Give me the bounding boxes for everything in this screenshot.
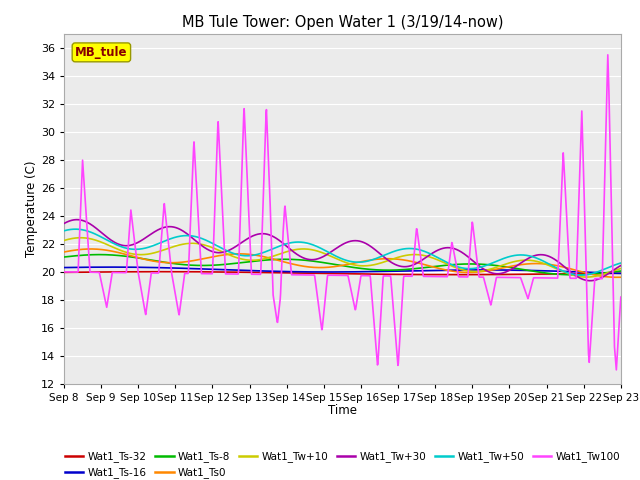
Wat1_Tw+30 — [318, 254, 326, 260]
Wat1_Tw100 — [617, 294, 625, 300]
Wat1_Tw+50 — [378, 253, 385, 259]
Wat1_Ts-32 — [318, 271, 326, 276]
Wat1_Ts-32 — [308, 270, 316, 276]
Wat1_Ts-8 — [308, 258, 316, 264]
Wat1_Tw+50 — [308, 242, 316, 248]
Wat1_Ts-16 — [60, 264, 68, 270]
Wat1_Tw100 — [604, 52, 612, 58]
Wat1_Ts0 — [308, 264, 316, 270]
Wat1_Ts-8 — [60, 254, 68, 260]
Line: Wat1_Ts0: Wat1_Ts0 — [64, 249, 621, 277]
Wat1_Ts-16 — [126, 264, 134, 270]
Y-axis label: Temperature (C): Temperature (C) — [25, 160, 38, 257]
Wat1_Ts-8 — [95, 252, 103, 257]
Wat1_Tw+10 — [582, 274, 590, 280]
Wat1_Tw+30 — [60, 221, 68, 227]
Line: Wat1_Ts-32: Wat1_Ts-32 — [64, 272, 621, 275]
Title: MB Tule Tower: Open Water 1 (3/19/14-now): MB Tule Tower: Open Water 1 (3/19/14-now… — [182, 15, 503, 30]
Line: Wat1_Tw+30: Wat1_Tw+30 — [64, 220, 621, 281]
Wat1_Tw+30 — [308, 257, 316, 263]
Wat1_Ts-32 — [378, 271, 385, 277]
Wat1_Tw+50 — [318, 246, 326, 252]
Wat1_Ts-8 — [104, 252, 111, 258]
Wat1_Tw100 — [377, 312, 385, 318]
Wat1_Ts-8 — [617, 268, 625, 274]
Text: MB_tule: MB_tule — [75, 46, 127, 59]
Wat1_Tw100 — [318, 327, 326, 333]
X-axis label: Time: Time — [328, 405, 357, 418]
Wat1_Ts0 — [613, 275, 621, 280]
Line: Wat1_Tw100: Wat1_Tw100 — [64, 55, 621, 370]
Wat1_Tw100 — [126, 222, 134, 228]
Wat1_Ts0 — [378, 256, 385, 262]
Wat1_Tw+50 — [104, 238, 111, 243]
Wat1_Ts-16 — [378, 268, 385, 274]
Wat1_Ts0 — [104, 248, 111, 253]
Wat1_Tw+10 — [126, 251, 134, 256]
Wat1_Tw+50 — [617, 260, 625, 266]
Line: Wat1_Tw+10: Wat1_Tw+10 — [64, 238, 621, 277]
Wat1_Tw+30 — [126, 242, 134, 248]
Wat1_Tw+10 — [318, 250, 326, 255]
Wat1_Ts-8 — [126, 254, 134, 260]
Wat1_Tw+10 — [297, 246, 305, 252]
Wat1_Ts-8 — [378, 267, 385, 273]
Wat1_Ts0 — [617, 275, 625, 280]
Line: Wat1_Ts-8: Wat1_Ts-8 — [64, 254, 621, 275]
Wat1_Tw+10 — [104, 242, 111, 248]
Wat1_Ts-32 — [126, 269, 134, 275]
Wat1_Tw+30 — [73, 217, 81, 223]
Wat1_Ts-16 — [318, 269, 326, 275]
Wat1_Tw+30 — [586, 278, 594, 284]
Wat1_Tw+10 — [60, 238, 68, 243]
Wat1_Tw100 — [103, 302, 111, 308]
Wat1_Tw100 — [612, 367, 620, 373]
Wat1_Ts-16 — [617, 271, 625, 276]
Wat1_Ts-32 — [103, 269, 111, 275]
Wat1_Tw+50 — [297, 239, 305, 245]
Wat1_Tw+30 — [617, 263, 625, 268]
Wat1_Ts-16 — [103, 264, 111, 270]
Wat1_Tw+50 — [72, 226, 79, 232]
Wat1_Ts-16 — [108, 264, 115, 270]
Wat1_Tw+10 — [378, 260, 385, 266]
Wat1_Ts0 — [87, 246, 95, 252]
Wat1_Tw100 — [60, 269, 68, 275]
Line: Wat1_Ts-16: Wat1_Ts-16 — [64, 267, 621, 274]
Wat1_Ts-32 — [297, 270, 305, 276]
Line: Wat1_Tw+50: Wat1_Tw+50 — [64, 229, 621, 275]
Wat1_Ts-32 — [158, 269, 166, 275]
Wat1_Ts-8 — [297, 257, 305, 263]
Wat1_Tw+30 — [297, 254, 305, 260]
Legend: Wat1_Ts-32, Wat1_Ts-16, Wat1_Ts-8, Wat1_Ts0, Wat1_Tw+10, Wat1_Tw+30, Wat1_Tw+50,: Wat1_Ts-32, Wat1_Ts-16, Wat1_Ts-8, Wat1_… — [61, 447, 624, 480]
Wat1_Ts-16 — [297, 269, 305, 275]
Wat1_Ts-8 — [570, 272, 577, 278]
Wat1_Ts-8 — [318, 260, 326, 265]
Wat1_Tw+50 — [577, 272, 585, 278]
Wat1_Ts-32 — [449, 272, 456, 277]
Wat1_Tw+10 — [77, 235, 84, 240]
Wat1_Tw+50 — [60, 228, 68, 234]
Wat1_Tw+10 — [308, 247, 316, 252]
Wat1_Tw100 — [308, 272, 316, 278]
Wat1_Ts0 — [126, 252, 134, 258]
Wat1_Tw+30 — [378, 252, 385, 258]
Wat1_Ts-16 — [308, 269, 316, 275]
Wat1_Tw+10 — [617, 265, 625, 271]
Wat1_Tw+30 — [104, 235, 111, 240]
Wat1_Ts-32 — [60, 269, 68, 275]
Wat1_Ts0 — [60, 249, 68, 255]
Wat1_Tw+50 — [126, 246, 134, 252]
Wat1_Ts0 — [318, 264, 326, 270]
Wat1_Tw100 — [296, 272, 304, 278]
Wat1_Ts0 — [297, 263, 305, 269]
Wat1_Ts-32 — [617, 270, 625, 276]
